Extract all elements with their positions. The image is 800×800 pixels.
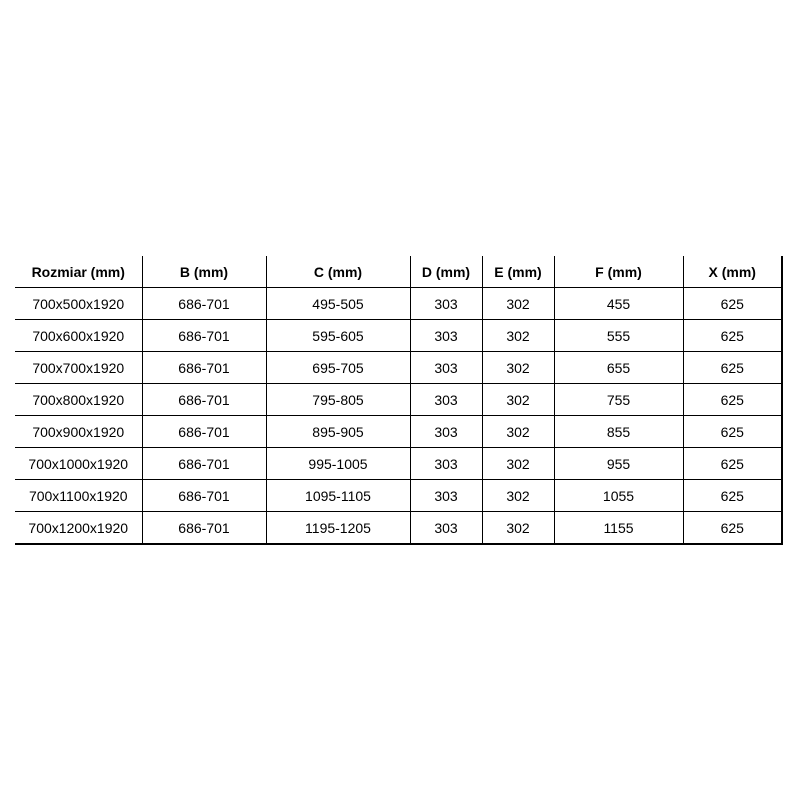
table-cell: 302 [481,479,554,512]
table-cell: 700x700x1920 [15,351,142,384]
table-cell: 303 [409,415,482,448]
table-cell: 700x1000x1920 [15,447,142,480]
table-cell: 686-701 [141,479,266,512]
table-cell: 795-805 [265,383,410,416]
table-cell: 686-701 [141,287,266,320]
table-cell: 686-701 [141,351,266,384]
dimensions-table: Rozmiar (mm) B (mm) C (mm) D (mm) E (mm) F (m… [15,256,783,545]
table-row: 700x600x1920 686-701 595-605 303 302 555 625 [15,319,783,352]
table-cell: 302 [481,319,554,352]
table-cell: 1055 [553,479,683,512]
table-cell: 595-605 [265,319,410,352]
table-cell: 303 [409,383,482,416]
table-cell: 686-701 [141,383,266,416]
table-row: 700x900x1920 686-701 895-905 303 302 855 625 [15,415,783,448]
table-row: 700x1100x1920 686-701 1095-1105 303 302 1055 6… [15,479,783,512]
table-cell: 302 [481,415,554,448]
table-cell: 303 [409,351,482,384]
table-cell: 686-701 [141,511,266,545]
table-cell: 303 [409,479,482,512]
table-cell: 625 [682,447,783,480]
table-cell: 302 [481,383,554,416]
table-cell: 303 [409,511,482,545]
table-cell: 1195-1205 [265,511,410,545]
table-row: 700x1200x1920 686-701 1195-1205 303 302 1155 6… [15,511,783,545]
table-row: 700x1000x1920 686-701 995-1005 303 302 955 625 [15,447,783,480]
table-cell: 625 [682,511,783,545]
table-cell: 895-905 [265,415,410,448]
table-cell: 755 [553,383,683,416]
table-cell: 700x900x1920 [15,415,142,448]
table-row: 700x500x1920 686-701 495-505 303 302 455 625 [15,287,783,320]
column-header: C (mm) [265,256,410,288]
table-cell: 625 [682,383,783,416]
table-cell: 700x1100x1920 [15,479,142,512]
table-cell: 495-505 [265,287,410,320]
table-cell: 303 [409,287,482,320]
table-cell: 655 [553,351,683,384]
table-cell: 302 [481,511,554,545]
table-cell: 625 [682,287,783,320]
table-cell: 303 [409,447,482,480]
table-cell: 303 [409,319,482,352]
table-cell: 686-701 [141,415,266,448]
table-cell: 700x600x1920 [15,319,142,352]
column-header: E (mm) [481,256,554,288]
table-cell: 686-701 [141,447,266,480]
table-cell: 955 [553,447,683,480]
column-header: D (mm) [409,256,482,288]
table-cell: 625 [682,415,783,448]
table-cell: 302 [481,351,554,384]
table-cell: 700x800x1920 [15,383,142,416]
table-cell: 302 [481,287,554,320]
table-cell: 625 [682,319,783,352]
header-row: Rozmiar (mm) B (mm) C (mm) D (mm) E (mm) F (m… [15,256,783,288]
column-header: F (mm) [553,256,683,288]
table-cell: 695-705 [265,351,410,384]
table-row: 700x800x1920 686-701 795-805 303 302 755 625 [15,383,783,416]
table-cell: 625 [682,479,783,512]
table-cell: 686-701 [141,319,266,352]
table-cell: 700x500x1920 [15,287,142,320]
table-cell: 555 [553,319,683,352]
table-cell: 700x1200x1920 [15,511,142,545]
column-header: B (mm) [141,256,266,288]
table-cell: 625 [682,351,783,384]
table-cell: 302 [481,447,554,480]
table-cell: 1155 [553,511,683,545]
table-cell: 455 [553,287,683,320]
table-row: 700x700x1920 686-701 695-705 303 302 655 625 [15,351,783,384]
table-cell: 995-1005 [265,447,410,480]
table-cell: 1095-1105 [265,479,410,512]
column-header: X (mm) [682,256,783,288]
table-cell: 855 [553,415,683,448]
column-header: Rozmiar (mm) [15,256,142,288]
